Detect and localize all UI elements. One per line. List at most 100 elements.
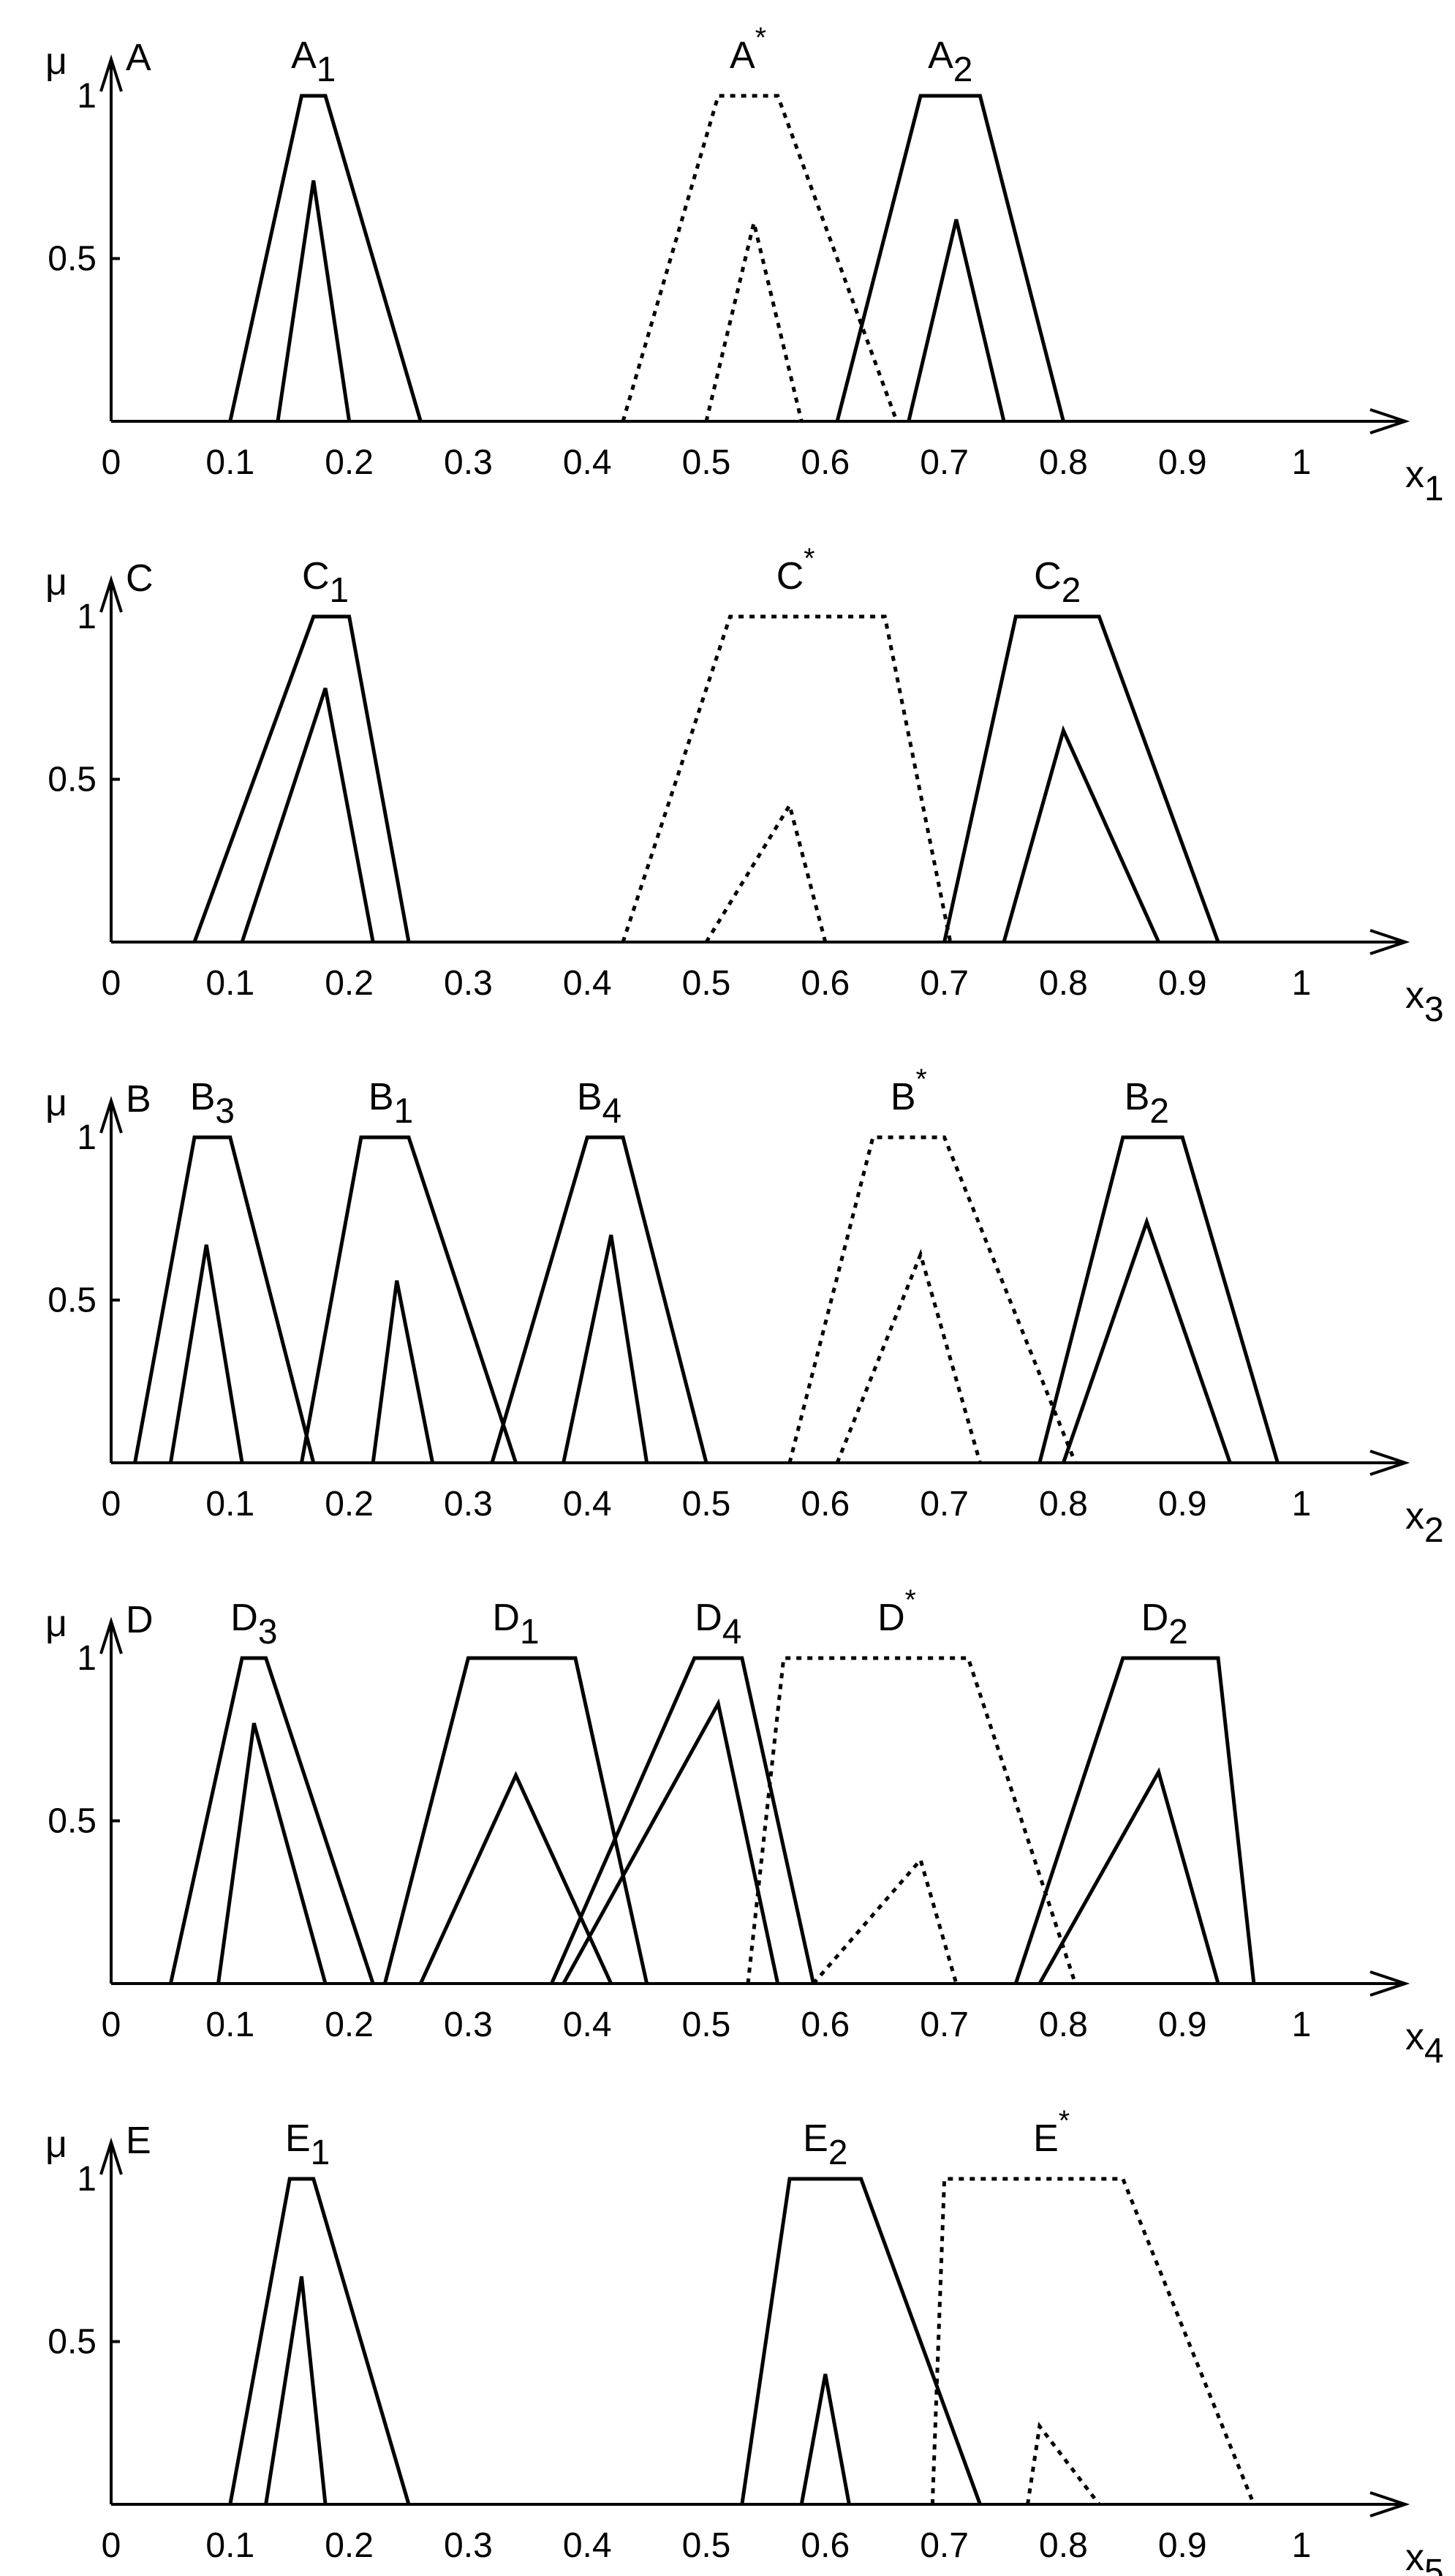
series-outer-D2 bbox=[1013, 1656, 1256, 1984]
series-inner-D2 bbox=[1038, 1767, 1220, 1985]
series-inner-B1 bbox=[371, 1280, 435, 1464]
series-label-A1: A1 bbox=[291, 34, 336, 89]
series-outer-Dstar bbox=[746, 1656, 1078, 1984]
series-label-Estar: E* bbox=[1033, 2105, 1070, 2160]
x-tick-label: 0.1 bbox=[205, 443, 254, 482]
series-label-Bstar: B* bbox=[891, 1063, 927, 1118]
y-tick-label: 0.5 bbox=[48, 1802, 97, 1841]
series-label-E2: E2 bbox=[803, 2117, 847, 2172]
series-label-C1: C1 bbox=[302, 555, 349, 610]
series-outer-E2 bbox=[740, 2177, 982, 2505]
x-tick-label: 0.6 bbox=[801, 2006, 850, 2044]
x-tick-label: 0.3 bbox=[444, 443, 493, 482]
x-tick-label: 0 bbox=[102, 443, 121, 482]
x-tick-label: 0.7 bbox=[920, 1485, 969, 1524]
panel-label: E bbox=[126, 2120, 151, 2162]
series-inner-Astar bbox=[704, 222, 804, 422]
x-tick-label: 0.7 bbox=[920, 2526, 969, 2565]
series-label-Astar: A* bbox=[730, 22, 766, 77]
x-tick-label: 0.1 bbox=[205, 1485, 254, 1524]
x-tick-label: 0.9 bbox=[1158, 1485, 1207, 1524]
y-tick-label: 0.5 bbox=[48, 2323, 97, 2362]
x-tick-label: 0.5 bbox=[682, 2006, 731, 2044]
y-axis-arrowhead bbox=[99, 54, 123, 92]
panel-label: C bbox=[126, 557, 154, 600]
series-inner-E1 bbox=[264, 2276, 328, 2505]
series-inner-Estar bbox=[1026, 2421, 1101, 2506]
series-label-Dstar: D* bbox=[877, 1584, 916, 1639]
panel-label: A bbox=[126, 37, 151, 79]
x-tick-label: 0.9 bbox=[1158, 443, 1207, 482]
x-tick-label: 0.9 bbox=[1158, 2526, 1207, 2565]
x-tick-label: 0.3 bbox=[444, 964, 493, 1003]
y-axis-label: μ bbox=[45, 2123, 67, 2166]
x-axis-label: x5 bbox=[1405, 2537, 1444, 2576]
chart-panel-B: μ Bx2 0 0.1 0.2 0.3 0.4 0.5 0.6 0.7 0.8 0.9 1 1 0.5 B3 B… bbox=[45, 1063, 1444, 1550]
series-outer-D1 bbox=[383, 1656, 649, 1984]
series-outer-Bstar bbox=[787, 1135, 1077, 1464]
series-label-E1: E1 bbox=[285, 2117, 330, 2172]
panel-label: D bbox=[126, 1599, 154, 1641]
x-tick-label: 0.5 bbox=[682, 1485, 731, 1524]
series-label-B1: B1 bbox=[369, 1076, 413, 1131]
series-outer-E1 bbox=[228, 2177, 411, 2505]
x-tick-label: 0.3 bbox=[444, 2006, 493, 2044]
series-outer-C2 bbox=[942, 614, 1220, 943]
series-inner-D4 bbox=[562, 1698, 780, 1985]
x-tick-label: 0.7 bbox=[920, 443, 969, 482]
x-tick-label: 0.8 bbox=[1039, 443, 1088, 482]
x-tick-label: 1 bbox=[1292, 2006, 1312, 2044]
y-axis-arrowhead bbox=[99, 1096, 123, 1134]
x-tick-label: 0.5 bbox=[682, 964, 731, 1003]
series-inner-Bstar bbox=[835, 1249, 982, 1464]
series-inner-B2 bbox=[1062, 1216, 1232, 1464]
series-label-D3: D3 bbox=[230, 1597, 277, 1652]
x-tick-label: 1 bbox=[1292, 1485, 1312, 1524]
series-label-B4: B4 bbox=[577, 1076, 621, 1131]
series-outer-A2 bbox=[835, 94, 1065, 422]
chart-panel-C: μ Cx3 0 0.1 0.2 0.3 0.4 0.5 0.6 0.7 0.8 0.9 1 1 0.5 C1 C… bbox=[45, 543, 1444, 1029]
x-tick-label: 1 bbox=[1292, 964, 1312, 1003]
series-outer-Astar bbox=[621, 94, 899, 422]
series-label-D4: D4 bbox=[695, 1597, 741, 1652]
x-tick-label: 0 bbox=[102, 2006, 121, 2044]
x-tick-label: 0 bbox=[102, 964, 121, 1003]
x-tick-label: 0.9 bbox=[1158, 2006, 1207, 2044]
x-tick-label: 1 bbox=[1292, 443, 1312, 482]
series-outer-D4 bbox=[550, 1656, 815, 1985]
series-inner-C2 bbox=[1002, 725, 1160, 944]
x-axis-label: x3 bbox=[1405, 974, 1444, 1029]
y-tick-label: 1 bbox=[77, 1639, 97, 1678]
y-tick-label: 1 bbox=[77, 77, 97, 116]
y-tick-label: 0.5 bbox=[48, 240, 97, 279]
x-tick-label: 0.6 bbox=[801, 2526, 850, 2565]
y-axis-label: μ bbox=[45, 1603, 67, 1645]
x-tick-label: 0.2 bbox=[325, 1485, 374, 1524]
x-axis-arrowhead bbox=[1369, 2491, 1410, 2517]
series-outer-B1 bbox=[300, 1135, 518, 1464]
panel-label: B bbox=[126, 1078, 151, 1121]
chart-panel-A: μ Ax1 0 0.1 0.2 0.3 0.4 0.5 0.6 0.7 0.8 0.9 1 1 0.5 A1 A… bbox=[45, 22, 1444, 508]
series-label-C2: C2 bbox=[1034, 555, 1081, 610]
y-tick-label: 0.5 bbox=[48, 1281, 97, 1320]
chart-panel-D: μ Dx4 0 0.1 0.2 0.3 0.4 0.5 0.6 0.7 0.8 0.9 1 1 0.5 D3 D… bbox=[45, 1584, 1444, 2071]
y-axis-label: μ bbox=[45, 40, 67, 83]
series-inner-B4 bbox=[562, 1234, 649, 1464]
x-axis-arrowhead bbox=[1369, 408, 1410, 434]
y-axis-arrowhead bbox=[99, 2137, 123, 2175]
x-tick-label: 0.4 bbox=[563, 2006, 612, 2044]
x-axis-arrowhead bbox=[1369, 929, 1410, 955]
series-outer-Cstar bbox=[621, 614, 953, 943]
x-axis-arrowhead bbox=[1369, 1970, 1410, 1997]
x-tick-label: 0 bbox=[102, 1485, 121, 1524]
series-inner-D1 bbox=[419, 1771, 613, 1985]
x-tick-label: 0.4 bbox=[563, 964, 612, 1003]
y-axis-arrowhead bbox=[99, 575, 123, 613]
x-tick-label: 0.7 bbox=[920, 2006, 969, 2044]
x-tick-label: 0.4 bbox=[563, 2526, 612, 2565]
x-tick-label: 0.2 bbox=[325, 2006, 374, 2044]
series-outer-B3 bbox=[133, 1135, 316, 1464]
series-inner-Cstar bbox=[704, 800, 828, 944]
x-tick-label: 0 bbox=[102, 2526, 121, 2565]
